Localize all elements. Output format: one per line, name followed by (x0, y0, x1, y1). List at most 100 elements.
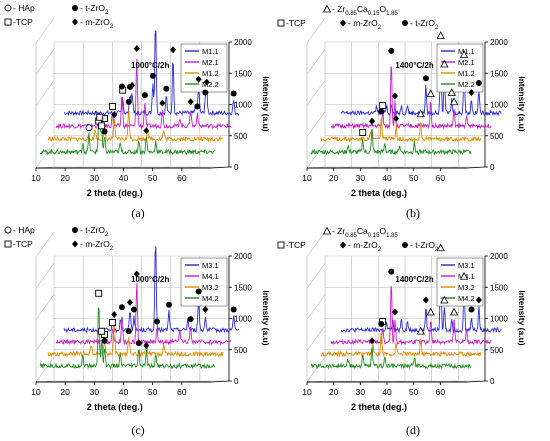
marker-open-square (4, 18, 12, 26)
xrd-chart-a: 10 20 30 40 50 60 2 theta (deg.) 0 500 1000 1500 20… (4, 3, 271, 198)
marker-filled-circle (125, 98, 132, 105)
grid-line-wall (306, 80, 326, 106)
marker-filled-circle (475, 80, 482, 87)
legend-label-M3.1: M3.1 (202, 261, 219, 270)
phase-marker-label: -TCP (13, 239, 33, 249)
phase-marker-label: - t-ZrO2 (410, 18, 439, 31)
x-tick-label: 50 (409, 173, 419, 183)
grid-line-wall (35, 263, 55, 289)
series-line-M4.2 (310, 347, 472, 370)
marker-open-square (4, 240, 12, 248)
marker-filled-diamond (129, 81, 136, 89)
axes: 10 20 30 40 50 60 2 theta (deg.) 0 500 1000 1500 20… (302, 252, 527, 412)
x-tick-label: 30 (90, 173, 100, 183)
y-tick-label: 1000 (490, 101, 508, 110)
phase-marker-label: - m-ZrO2 (80, 17, 114, 30)
marker-open-square (96, 113, 104, 121)
marker-filled-diamond (202, 306, 209, 314)
series-line-M1.1 (63, 30, 240, 117)
marker-open-square (109, 103, 116, 110)
x-tick-label: 50 (148, 173, 158, 183)
y-tick-label: 2000 (490, 252, 508, 261)
legend-label-M2.2: M2.2 (202, 80, 219, 89)
legend: M1.1 M2.1 M1.2 M2.2 (180, 43, 228, 93)
temperature-annotation: 1000°C/2h (131, 275, 169, 284)
grid-line-wall (306, 325, 326, 351)
phase-marker-label: - Zr0.85Ca0.15O1.85 (332, 4, 398, 17)
x-tick-label: 20 (60, 387, 70, 397)
marker-filled-circle (141, 92, 148, 99)
marker-filled-circle (131, 306, 137, 313)
marker-filled-diamond (111, 111, 118, 119)
x-tick-label: 30 (90, 387, 100, 397)
marker-filled-diamond (170, 46, 177, 54)
axes: 10 20 30 40 50 60 2 theta (deg.) 0 500 1000 1500 20… (31, 252, 271, 412)
z-axis-line (466, 166, 486, 169)
legend-label-M4.2: M4.2 (202, 294, 219, 303)
legend-label-M1.2: M1.2 (458, 69, 475, 78)
x-tick-label: 30 (356, 387, 366, 397)
marker-open-square (95, 289, 103, 297)
marker-open-square (98, 122, 106, 130)
z-axis-line (210, 166, 230, 169)
caption-a: (a) (131, 206, 145, 220)
y-axis-title: Intensity (a.u) (517, 76, 527, 131)
y-tick-label: 0 (234, 163, 239, 172)
x-tick-label: 30 (356, 173, 366, 183)
phase-marker-label: - t-ZrO2 (410, 240, 439, 253)
marker-filled-circle (230, 90, 237, 97)
legend-label-M2.2: M2.2 (458, 80, 475, 89)
x-tick-label: 40 (119, 387, 129, 397)
legend-label-M1.2: M1.2 (202, 69, 219, 78)
marker-open-triangle (426, 89, 435, 98)
marker-filled-diamond (195, 75, 202, 83)
legend-label-M4.1: M4.1 (202, 272, 219, 281)
caption-d: (d) (406, 423, 420, 437)
marker-open-square (277, 19, 285, 27)
legend-label-M3.1: M3.1 (458, 261, 475, 270)
phase-marker-label: - HAp (13, 3, 35, 13)
grid-line-wall (35, 142, 55, 169)
phase-marker-label: - t-ZrO2 (80, 3, 109, 16)
marker-open-circle (4, 4, 12, 12)
marker-filled-diamond (72, 18, 78, 26)
marker-filled-circle (202, 89, 209, 96)
marker-filled-diamond (392, 92, 398, 100)
marker-filled-circle (402, 20, 408, 26)
y-tick-label: 1000 (234, 101, 252, 110)
legend-label-M1.1: M1.1 (458, 47, 475, 56)
y-tick-label: 500 (490, 346, 504, 355)
marker-filled-diamond (111, 311, 118, 319)
panel-a: 10 20 30 40 50 60 2 theta (deg.) 0 500 1000 1500 20… (0, 0, 275, 210)
marker-open-triangle (426, 307, 435, 316)
phase-marker-label: - Zr0.85Ca0.15O1.85 (332, 226, 398, 239)
phase-marker-label: - t-ZrO2 (80, 225, 109, 238)
phase-marker-legend: - Zr0.85Ca0.15O1.85 -TCP - m-ZrO2 - t-ZrO2 (277, 4, 439, 31)
marker-filled-diamond (187, 98, 194, 106)
xrd-chart-b: 10 20 30 40 50 60 2 theta (deg.) 0 500 1000 1500 20… (277, 4, 527, 198)
grid (306, 17, 486, 169)
legend-label-M4.2: M4.2 (458, 294, 475, 303)
marker-open-triangle (436, 31, 445, 39)
x-tick-label: 60 (177, 173, 187, 183)
y-tick-label: 1500 (490, 69, 508, 78)
y-axis-title: Intensity (a.u) (261, 76, 271, 131)
x-tick-label: 40 (382, 173, 392, 183)
grid-line-wall (306, 49, 326, 75)
series-line-M4.1 (55, 282, 232, 346)
marker-open-triangle (322, 4, 332, 13)
phase-marker-label: - m-ZrO2 (348, 18, 382, 31)
peak-markers (369, 243, 482, 345)
grid-line-wall (35, 80, 55, 106)
y-tick-label: 1500 (234, 69, 252, 78)
y-tick-label: 2000 (234, 252, 252, 261)
marker-filled-diamond (203, 78, 210, 86)
legend-label-M2.1: M2.1 (202, 58, 219, 67)
marker-filled-diamond (468, 89, 475, 97)
series-line-M3.2 (47, 319, 224, 358)
phase-marker-label: -TCP (286, 18, 306, 28)
marker-filled-circle (468, 306, 475, 313)
marker-filled-diamond (422, 296, 429, 304)
caption-c: (c) (131, 423, 145, 437)
marker-filled-circle (135, 340, 142, 347)
